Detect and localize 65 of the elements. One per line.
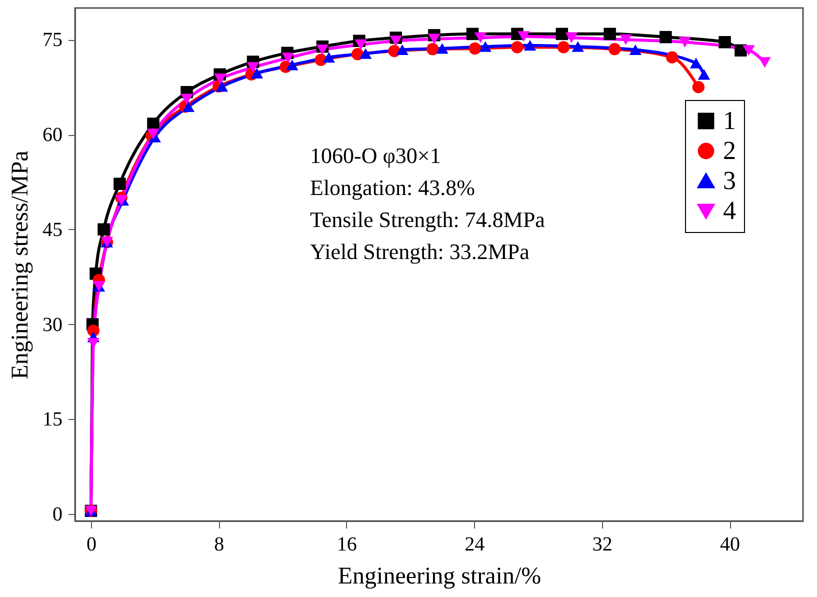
x-tick-label: 0 [86, 534, 96, 556]
point [396, 44, 408, 56]
point [479, 41, 492, 52]
y-tick-label: 60 [42, 124, 62, 146]
point [216, 81, 228, 92]
point [604, 28, 616, 40]
point [354, 39, 367, 50]
point [426, 43, 439, 56]
point [742, 45, 755, 56]
x-tick-label: 16 [336, 534, 357, 556]
point [524, 40, 536, 51]
point [608, 43, 621, 56]
y-tick-label: 75 [42, 29, 62, 52]
point [692, 80, 705, 94]
point [557, 41, 570, 54]
annotation: Yield Strength: 33.2MPa [310, 239, 530, 264]
legend-label: 4 [723, 196, 736, 225]
point [214, 74, 226, 84]
annotation: Tensile Strength: 74.8MPa [310, 207, 546, 232]
point [511, 41, 524, 54]
y-tick-label: 0 [52, 504, 62, 526]
y-tick-label: 15 [42, 408, 62, 431]
point [147, 128, 160, 140]
annotation: 1060-O φ30×1 [310, 143, 441, 168]
point [282, 52, 294, 64]
point [114, 178, 126, 190]
x-tick-label: 40 [720, 534, 740, 556]
point [474, 32, 487, 44]
point [517, 31, 530, 42]
point [629, 44, 642, 56]
point [660, 30, 672, 44]
y-axis-title: Engineering stress/MPa [8, 150, 34, 380]
point [690, 58, 702, 68]
legend-label: 2 [723, 136, 736, 165]
point [428, 34, 440, 44]
point [718, 36, 731, 48]
point [286, 60, 298, 70]
x-tick-label: 24 [464, 534, 485, 556]
point [316, 44, 329, 56]
legend-label: 3 [723, 166, 736, 195]
point [620, 34, 632, 45]
point [322, 52, 335, 63]
point [556, 28, 568, 40]
point [98, 223, 110, 236]
legend-label: 1 [723, 106, 736, 135]
point [666, 51, 678, 64]
y-tick-label: 30 [42, 314, 62, 336]
point [246, 62, 260, 73]
x-axis-title: Engineering strain/% [338, 564, 542, 590]
point [678, 36, 691, 48]
point [698, 69, 710, 80]
point [565, 32, 578, 44]
x-tick-label: 32 [592, 534, 612, 556]
point [436, 43, 448, 54]
point [758, 57, 771, 68]
point [572, 41, 584, 52]
point [182, 101, 194, 112]
y-tick-label: 45 [42, 218, 62, 241]
point [180, 94, 193, 104]
x-tick-label: 8 [214, 534, 224, 556]
point [390, 36, 402, 46]
point [250, 68, 264, 78]
point [468, 42, 482, 55]
point [359, 48, 372, 59]
annotation: Elongation: 43.8% [310, 175, 475, 200]
